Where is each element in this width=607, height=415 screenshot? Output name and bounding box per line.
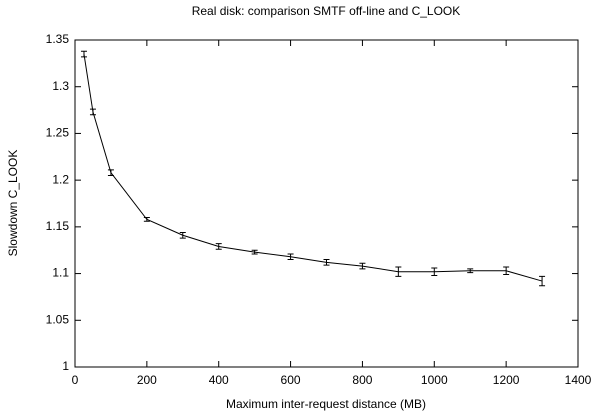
error-bar (215, 243, 222, 250)
x-axis-label: Maximum inter-request distance (MB) (226, 397, 426, 411)
error-bar (80, 50, 87, 58)
y-tick-label: 1.35 (46, 32, 70, 46)
x-tick-label: 1000 (421, 373, 448, 387)
y-tick-label: 1.25 (46, 126, 70, 140)
error-bar (287, 253, 294, 261)
error-bar (251, 249, 258, 255)
error-bar (179, 231, 186, 239)
error-bar (539, 275, 546, 287)
error-bar (89, 108, 96, 116)
plot-frame (74, 39, 579, 368)
y-tick-label: 1.1 (52, 266, 69, 280)
chart-title: Real disk: comparison SMTF off-line and … (192, 4, 461, 18)
y-tick-label: 1.15 (46, 219, 70, 233)
x-tick-label: 200 (137, 373, 157, 387)
y-tick-label: 1.05 (46, 312, 70, 326)
error-bar (431, 267, 438, 276)
y-tick-label: 1.2 (52, 172, 69, 186)
y-tick-label: 1.3 (52, 79, 69, 93)
error-bar (395, 266, 402, 277)
data-line (83, 53, 543, 282)
error-bar (323, 259, 330, 266)
error-bar (467, 268, 474, 274)
error-bar (107, 169, 114, 176)
error-bar (143, 217, 150, 222)
x-tick-label: 600 (281, 373, 301, 387)
error-bar (359, 262, 366, 270)
x-tick-label: 800 (352, 373, 372, 387)
x-tick-label: 1200 (493, 373, 520, 387)
y-tick-label: 1 (62, 359, 69, 373)
error-bar (503, 266, 510, 276)
x-tick-label: 0 (72, 373, 79, 387)
x-tick-label: 1400 (565, 373, 592, 387)
x-tick-label: 400 (209, 373, 229, 387)
y-axis-label: Slowdown C_LOOK (6, 150, 20, 257)
